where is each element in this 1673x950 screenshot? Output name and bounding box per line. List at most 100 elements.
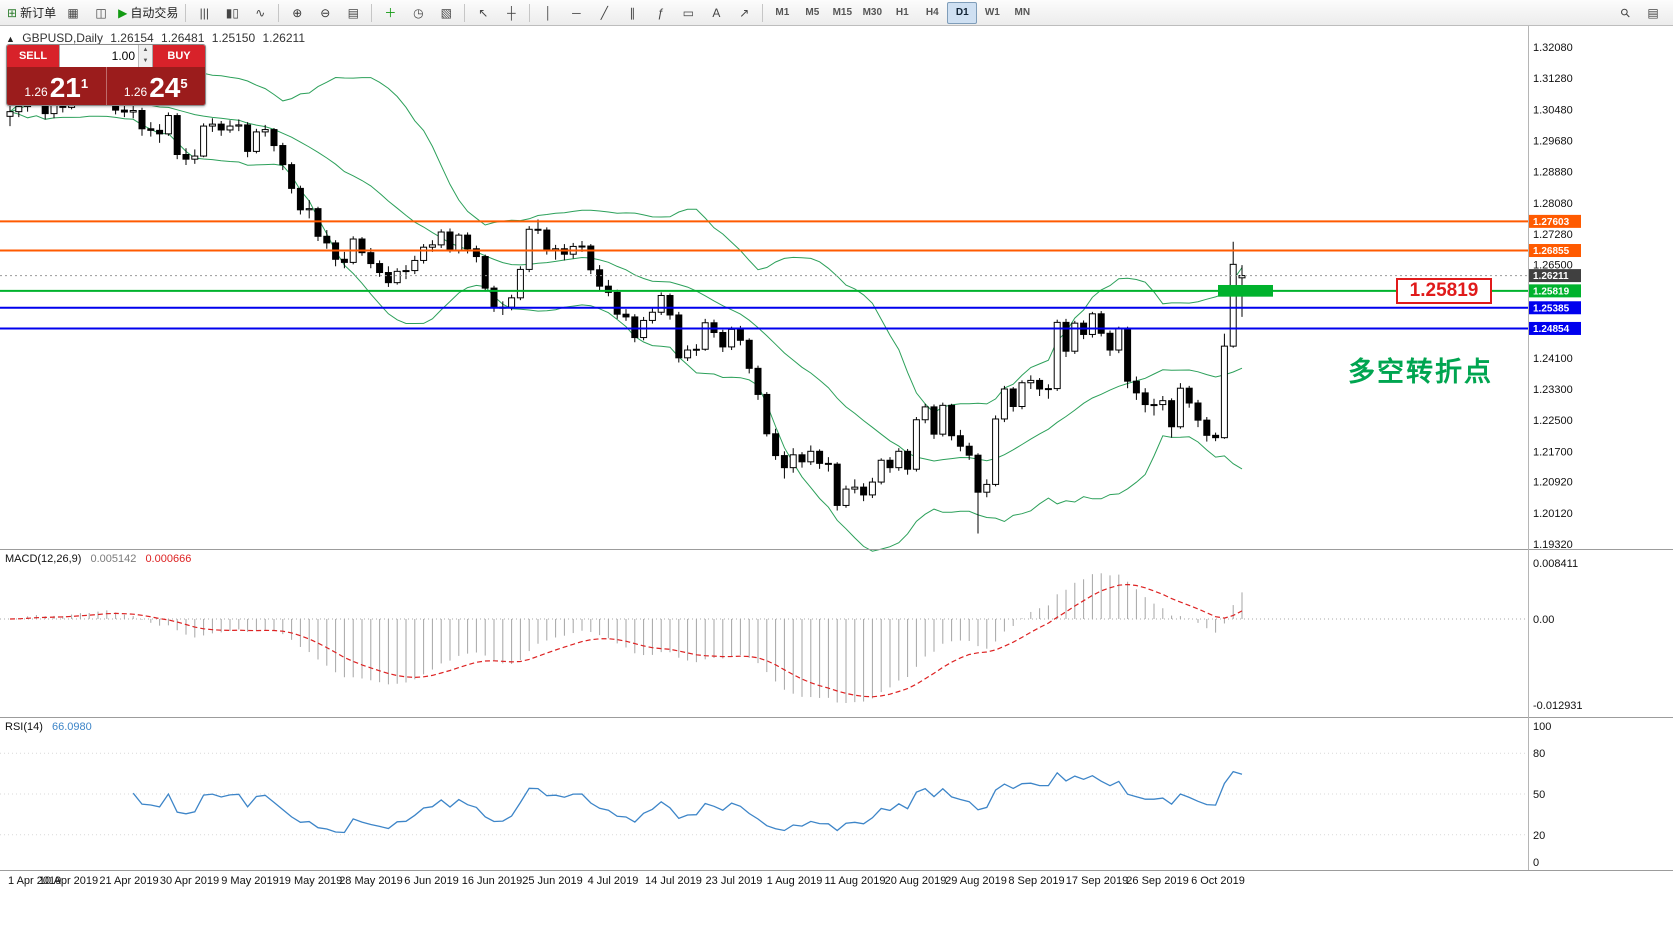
trendline-button[interactable]: ╱ xyxy=(590,2,618,24)
new-order-button[interactable]: ⊞ 新订单 xyxy=(4,2,59,24)
volume-up-button[interactable]: ▲ xyxy=(139,45,152,56)
rsi-name: RSI(14) xyxy=(5,721,43,733)
candle-body xyxy=(376,263,384,274)
candle-body xyxy=(684,349,692,359)
data-window-button[interactable]: ▤ xyxy=(1639,2,1667,24)
candle-body xyxy=(428,244,436,248)
volume-down-button[interactable]: ▼ xyxy=(139,56,152,67)
candle-body xyxy=(244,124,252,152)
candle-body xyxy=(789,454,797,469)
candle-body xyxy=(1159,400,1167,406)
bar-chart-type-button[interactable]: ||| xyxy=(190,2,218,24)
new-order-button-label: 新订单 xyxy=(20,6,57,20)
periods-button[interactable]: ◷ xyxy=(404,2,432,24)
candle-body xyxy=(648,311,656,321)
bollinger-lower-band xyxy=(9,111,1243,552)
bollinger-middle-band xyxy=(9,99,1243,462)
candle-body xyxy=(1212,434,1220,439)
price-tag xyxy=(1529,269,1581,283)
hline-icon: ─ xyxy=(572,5,581,20)
text-icon: A xyxy=(712,5,721,20)
candle-body xyxy=(446,231,454,251)
horizontal-line-button[interactable]: ─ xyxy=(562,2,590,24)
date-label: 25 Jun 2019 xyxy=(522,875,583,887)
sell-button[interactable]: SELL xyxy=(7,45,59,67)
candle-body xyxy=(930,406,938,435)
timeframe-button-M15[interactable]: M15 xyxy=(832,7,853,18)
candle-body xyxy=(314,208,322,237)
autotrading-button[interactable]: ▶ 自动交易 xyxy=(115,2,181,24)
timeframe-button-D1[interactable]: D1 xyxy=(947,1,978,24)
fibonacci-button[interactable]: ƒ xyxy=(646,2,674,24)
candlestick-chart-type-button[interactable]: ▮▯ xyxy=(218,2,246,24)
candle-body xyxy=(437,231,445,246)
zoom-out-button[interactable]: ⊖ xyxy=(311,2,339,24)
templates-button[interactable]: ▧ xyxy=(432,2,460,24)
timeframe-button-H4[interactable]: H4 xyxy=(925,7,939,18)
cursor-button[interactable]: ↖ xyxy=(469,2,497,24)
timeframe-button-W1[interactable]: W1 xyxy=(984,7,1000,18)
crosshair-icon: ┼ xyxy=(507,5,516,20)
vline-icon: │ xyxy=(544,5,553,20)
candle-body xyxy=(983,483,991,493)
price-tag xyxy=(1529,321,1581,335)
search-button[interactable]: ⚲ xyxy=(1611,2,1639,24)
shapes-button[interactable]: ▭ xyxy=(674,2,702,24)
turning-point-note[interactable]: 多空转折点 xyxy=(1348,357,1493,387)
date-label: 17 Sep 2019 xyxy=(1066,875,1128,887)
bollinger-upper-band xyxy=(9,70,1243,414)
price-tick-label: 1.27280 xyxy=(1533,229,1573,241)
crosshair-button[interactable]: ┼ xyxy=(497,2,525,24)
price-tick-label: 1.20120 xyxy=(1533,508,1573,520)
price-tick-label: 1.29680 xyxy=(1533,135,1573,147)
date-label: 20 Aug 2019 xyxy=(885,875,947,887)
indicators-button[interactable]: ＋ xyxy=(376,2,404,24)
zoom-in-button[interactable]: ⊕ xyxy=(283,2,311,24)
channel-button[interactable]: ∥ xyxy=(618,2,646,24)
tile-windows-button[interactable]: ▤ xyxy=(339,2,367,24)
text-button[interactable]: A xyxy=(702,2,730,24)
symbol-marker-icon: ▲ xyxy=(6,34,15,44)
search-icon: ⚲ xyxy=(1616,4,1634,21)
candle-body xyxy=(1062,321,1070,352)
timeframe-button-M5[interactable]: M5 xyxy=(805,7,820,18)
price-level-callout[interactable]: 1.25819 xyxy=(1396,278,1492,304)
candle-body xyxy=(1185,387,1193,404)
buy-button[interactable]: BUY xyxy=(153,45,205,67)
macd-pane xyxy=(0,573,1528,703)
date-label: 19 May 2019 xyxy=(279,875,343,887)
line-chart-type-button[interactable]: ∿ xyxy=(246,2,274,24)
candle-body xyxy=(1009,388,1017,408)
one-click-trading-panel: SELL ▲ ▼ BUY 1.26 21 1 1.26 24 5 xyxy=(6,44,206,106)
price-tick-label: 1.31280 xyxy=(1533,73,1573,85)
price-tick-label: 1.26500 xyxy=(1533,259,1573,271)
timeframe-button-MN[interactable]: MN xyxy=(1014,7,1031,18)
candle-body xyxy=(15,106,23,113)
price-tag xyxy=(1529,214,1581,228)
arrows-button[interactable]: ↗ xyxy=(730,2,758,24)
price-tag xyxy=(1529,244,1581,258)
arrows-icon: ↗ xyxy=(739,5,750,20)
rsi-scale-label: 80 xyxy=(1533,748,1545,760)
fibo-icon: ƒ xyxy=(656,5,664,20)
candle-body xyxy=(1044,388,1052,391)
price-scale: 1.27603 1.26855 1.25819 1.25385 1.24854 1.262… xyxy=(1529,42,1583,869)
candle-body xyxy=(675,314,683,359)
charts-button[interactable]: ▦ xyxy=(59,2,87,24)
timeframe-button-M1[interactable]: M1 xyxy=(775,7,790,18)
price-tick-label: 1.23300 xyxy=(1533,384,1573,396)
candle-body xyxy=(912,419,920,470)
candle-body xyxy=(1141,392,1149,406)
candle-body xyxy=(1088,313,1096,335)
macd-scale-zero: 0.00 xyxy=(1533,614,1554,626)
timeframe-button-H1[interactable]: H1 xyxy=(895,7,909,18)
price-tick-label: 1.28080 xyxy=(1533,198,1573,210)
candle-body xyxy=(833,463,841,506)
timeframe-button-M30[interactable]: M30 xyxy=(862,7,883,18)
toolbar: ⊞ 新订单 ▦ ◫ ▶ 自动交易 ||| ▮▯ ∿ ⊕ ⊖ ▤ ＋ ◷ ▧ ↖ ┼ │ ─ ╱ ∥ ƒ ▭ A ↗ M1 M5 M15… xyxy=(0,0,1673,26)
profiles-button[interactable]: ◫ xyxy=(87,2,115,24)
bars-icon: ||| xyxy=(199,5,209,20)
volume-input[interactable] xyxy=(60,45,138,67)
vertical-line-button[interactable]: │ xyxy=(534,2,562,24)
profiles-icon: ◫ xyxy=(95,5,107,20)
